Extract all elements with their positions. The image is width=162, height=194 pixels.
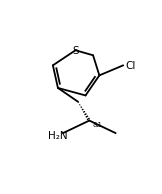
Text: &1: &1: [93, 122, 102, 128]
Text: S: S: [72, 46, 79, 56]
Text: Cl: Cl: [125, 61, 135, 71]
Text: H₂N: H₂N: [48, 131, 68, 141]
